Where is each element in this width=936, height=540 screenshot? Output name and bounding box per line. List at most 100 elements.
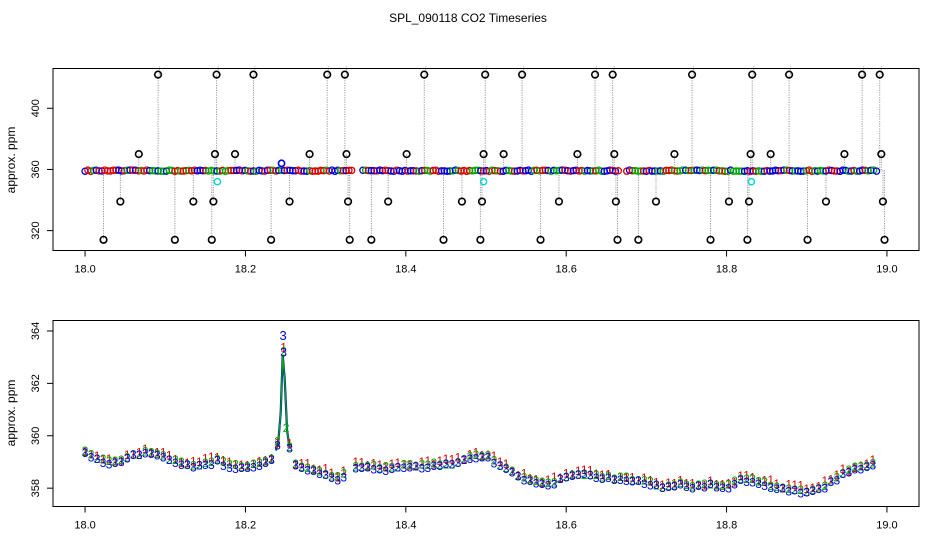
series-2-point: 2	[94, 452, 101, 466]
series-3-point: 3	[214, 454, 221, 468]
cyan-point	[479, 177, 488, 186]
series-3-point: 3	[689, 481, 696, 495]
series-1-point: 1	[124, 448, 131, 462]
series-2-point: 2	[431, 456, 438, 470]
series-3-point: 3	[244, 461, 251, 475]
series-1-point: 1	[310, 462, 317, 476]
outlier-point	[402, 150, 411, 159]
series-3-point: 3	[509, 465, 516, 479]
series-2-point: 2	[858, 460, 865, 474]
series-1-point: 1	[521, 467, 528, 481]
series-1-point: 1	[677, 473, 684, 487]
series-3-point: 3	[545, 479, 552, 493]
series-2-point: 2	[587, 468, 594, 482]
series-3-point: 3	[629, 474, 636, 488]
series-1-point: 1	[431, 457, 438, 471]
outlier-point	[875, 70, 884, 79]
series-1-point: 1	[563, 466, 570, 480]
series-2-point: 2	[304, 461, 311, 475]
series-1-point: 1	[683, 477, 690, 491]
series-3-point: 3	[172, 456, 179, 470]
series-3-point: 3	[503, 462, 510, 476]
series-2-point: 2	[406, 458, 413, 472]
series-2-point: 2	[425, 458, 432, 472]
series-3-point: 3	[569, 469, 576, 483]
series-1-point: 1	[701, 478, 708, 492]
series-3-point: 3	[695, 479, 702, 493]
series-2-point: 2	[455, 455, 462, 469]
series-1-point: 1	[262, 453, 269, 467]
series-2-point: 2	[581, 468, 588, 482]
series-1-point: 1	[106, 452, 113, 466]
series-2-point: 2	[112, 454, 119, 468]
series-1-point: 1	[611, 472, 618, 486]
series-2-point: 2	[124, 450, 131, 464]
series-3-point: 3	[340, 471, 347, 485]
outlier-point	[285, 197, 294, 206]
series-3-point: 3	[160, 451, 167, 465]
series-3-point: 3	[755, 477, 762, 491]
outlier-point	[803, 235, 812, 244]
top-x-tick-label: 18.8	[716, 264, 737, 276]
series-3-point: 3	[154, 448, 161, 462]
series-1-point: 1	[292, 458, 299, 472]
series-1-point: 1	[545, 473, 552, 487]
series-2-point: 2	[292, 457, 299, 471]
series-2-point: 2	[316, 464, 323, 478]
series-2-point: 2	[635, 474, 642, 488]
series-2-point: 2	[286, 440, 293, 454]
top-y-tick-label: 320	[30, 221, 42, 239]
series-1-point: 1	[388, 457, 395, 471]
series-3-point: 3	[497, 459, 504, 473]
series-1-point: 1	[587, 464, 594, 478]
series-3-point: 3	[304, 464, 311, 478]
series-3-point: 3	[461, 453, 468, 467]
top-x-tick-label: 18.6	[555, 264, 576, 276]
series-3-point: 3	[334, 473, 341, 487]
top-x-tick-label: 18.2	[235, 264, 256, 276]
bottom-y-tick-label: 364	[30, 322, 42, 340]
outlier-point	[439, 235, 448, 244]
series-3-point: 3	[238, 461, 245, 475]
series-3-point: 3	[858, 463, 865, 477]
series-2-point: 2	[797, 483, 804, 497]
outlier-point	[877, 150, 886, 159]
series-1-point: 1	[412, 459, 419, 473]
series-1-point: 1	[274, 436, 281, 450]
series-2-point: 2	[689, 479, 696, 493]
series-1-point: 1	[118, 454, 125, 468]
series-2-point: 2	[250, 457, 257, 471]
series-2-point: 2	[563, 470, 570, 484]
series-3-point: 3	[250, 461, 257, 475]
series-2-point: 2	[683, 478, 690, 492]
series-3-point: 3	[725, 481, 732, 495]
series-1-point: 1	[641, 471, 648, 485]
series-1-point: 1	[737, 469, 744, 483]
series-1-point: 1	[286, 437, 293, 451]
series-3-point: 3	[370, 463, 377, 477]
bottom-y-axis-label: approx. ppm	[4, 380, 18, 447]
series-2-point: 2	[443, 458, 450, 472]
series-1-point: 1	[94, 449, 101, 463]
series-1-point: 1	[208, 450, 215, 464]
series-2-point: 2	[298, 460, 305, 474]
series-2-point: 2	[437, 458, 444, 472]
outlier-point	[554, 197, 564, 206]
series-1-point: 1	[509, 464, 516, 478]
series-1-point: 1	[280, 340, 287, 354]
outlier-point	[340, 70, 349, 79]
series-1-point: 1	[256, 454, 263, 468]
outlier-point	[481, 70, 490, 79]
series-2-point: 2	[118, 453, 125, 467]
series-3-point: 3	[82, 446, 89, 460]
bottom-x-tick-label: 18.8	[716, 520, 737, 532]
series-2-point: 2	[509, 464, 516, 478]
series-2-point: 2	[749, 472, 756, 486]
series-2-point: 2	[280, 345, 287, 359]
outlier-point	[116, 197, 125, 206]
series-1-point: 1	[485, 448, 492, 462]
series-1-point: 1	[773, 477, 780, 491]
series-3-point: 3	[677, 477, 684, 491]
series-1-point: 1	[340, 464, 347, 478]
series-1-point: 1	[569, 467, 576, 481]
